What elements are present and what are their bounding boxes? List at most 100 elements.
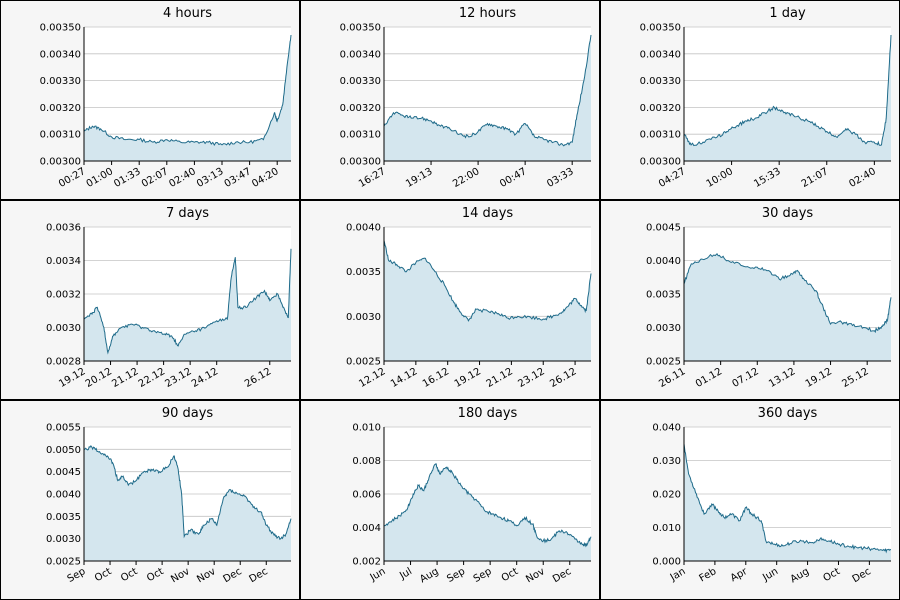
y-tick-label: 0.020 xyxy=(652,490,681,501)
x-tick-label: Aug xyxy=(418,566,440,585)
x-tick-label: 10:00 xyxy=(705,166,735,190)
series-line xyxy=(683,443,891,554)
y-tick-label: 0.006 xyxy=(352,490,381,501)
x-tick-label: 24.12 xyxy=(190,366,220,390)
y-tick-label: 0.004 xyxy=(352,523,381,534)
y-tick-label: 0.0035 xyxy=(646,290,681,301)
y-tick-label: 0.0028 xyxy=(46,357,81,368)
series-area xyxy=(84,35,291,161)
y-tick-label: 0.00310 xyxy=(340,130,381,141)
x-tick-label: 04:27 xyxy=(657,166,687,190)
x-tick-label: 19.12 xyxy=(57,366,87,390)
series-line xyxy=(383,34,592,147)
x-tick-label: Nov xyxy=(195,566,217,585)
y-tick-label: 0.0035 xyxy=(346,267,381,278)
chart-panel: 0.0025 0.0030 0.0035 0.0040 0.0045 26.11 01.12… xyxy=(600,200,900,400)
chart-title: 14 days xyxy=(462,206,514,221)
chart-svg: 0.00300 0.00310 0.00320 0.00330 0.00340 0.003… xyxy=(40,6,292,190)
y-tick-label: 0.0030 xyxy=(346,312,381,323)
series-line xyxy=(683,34,892,147)
chart-panel: 0.000 0.010 0.020 0.030 0.040 Jan Feb Apr Jun Aug… xyxy=(600,400,900,600)
y-tick-label: 0.00300 xyxy=(640,157,681,168)
y-tick-label: 0.040 xyxy=(652,423,681,434)
chart-svg: 0.0025 0.0030 0.0035 0.0040 0.0045 26.11 01.12… xyxy=(646,206,892,390)
chart-title: 360 days xyxy=(758,406,818,421)
x-tick-label: 25.12 xyxy=(840,366,870,390)
x-tick-label: 16.12 xyxy=(421,366,451,390)
y-tick-label: 0.0036 xyxy=(46,223,81,234)
series-line xyxy=(83,445,292,541)
series-line xyxy=(83,34,292,146)
y-tick-label: 0.00330 xyxy=(640,76,681,87)
chart-title: 1 day xyxy=(769,6,806,21)
y-tick-label: 0.00340 xyxy=(640,49,681,60)
x-tick-label: 14.12 xyxy=(389,366,419,390)
chart-panel: 0.00300 0.00310 0.00320 0.00330 0.00340 0.003… xyxy=(0,0,300,200)
x-tick-label: Nov xyxy=(169,566,191,585)
x-tick-label: 19.12 xyxy=(804,366,834,390)
x-tick-label: 01.12 xyxy=(694,366,724,390)
y-tick-label: 0.0040 xyxy=(346,223,381,234)
x-tick-label: 00:47 xyxy=(498,166,528,190)
x-tick-label: Jan xyxy=(668,566,688,584)
y-tick-label: 0.00310 xyxy=(40,130,81,141)
chart-title: 180 days xyxy=(458,406,518,421)
x-tick-label: 26.11 xyxy=(657,366,687,390)
chart-title: 30 days xyxy=(762,206,814,221)
x-tick-label: 21.12 xyxy=(110,366,140,390)
y-tick-label: 0.0030 xyxy=(646,323,681,334)
y-tick-label: 0.00320 xyxy=(340,103,381,114)
x-tick-label: Sep xyxy=(66,566,88,585)
chart-svg: 0.002 0.004 0.006 0.008 0.010 Jun Jul Aug Sep Sep… xyxy=(352,406,592,585)
y-tick-label: 0.0034 xyxy=(46,256,81,267)
x-tick-label: 21:07 xyxy=(800,166,830,190)
series-area xyxy=(84,248,291,361)
y-tick-label: 0.008 xyxy=(352,456,381,467)
x-tick-label: 19:13 xyxy=(404,166,434,190)
chart-panel: 0.0028 0.0030 0.0032 0.0034 0.0036 19.12 20.12… xyxy=(0,200,300,400)
y-tick-label: 0.00330 xyxy=(40,76,81,87)
x-tick-label: Nov xyxy=(524,566,546,585)
y-tick-label: 0.0045 xyxy=(46,467,81,478)
series-area xyxy=(384,35,591,161)
y-tick-label: 0.00300 xyxy=(40,157,81,168)
series-area xyxy=(684,253,891,361)
chart-panel: 0.0025 0.0030 0.0035 0.0040 12.12 14.12 16.12 1… xyxy=(300,200,600,400)
series-area xyxy=(684,443,891,561)
y-tick-label: 0.0025 xyxy=(346,357,381,368)
x-tick-label: Dec xyxy=(851,566,873,585)
x-tick-label: 26.12 xyxy=(243,366,273,390)
x-tick-label: 23.12 xyxy=(163,366,193,390)
x-tick-label: Sep xyxy=(445,566,467,585)
y-tick-label: 0.0040 xyxy=(46,490,81,501)
y-tick-label: 0.00350 xyxy=(40,23,81,34)
y-tick-label: 0.0032 xyxy=(46,290,81,301)
x-tick-label: 00:27 xyxy=(57,166,87,190)
y-tick-label: 0.0030 xyxy=(46,323,81,334)
x-tick-label: 03:33 xyxy=(545,166,575,190)
x-tick-label: Jun xyxy=(368,566,388,584)
x-tick-label: Dec xyxy=(247,566,269,585)
chart-panel: 0.002 0.004 0.006 0.008 0.010 Jun Jul Aug Sep Sep… xyxy=(300,400,600,600)
chart-panel: 0.0025 0.0030 0.0035 0.0040 0.0045 0.0050 0.00… xyxy=(0,400,300,600)
y-tick-label: 0.00310 xyxy=(640,130,681,141)
chart-svg: 0.00300 0.00310 0.00320 0.00330 0.00340 0.003… xyxy=(640,6,892,190)
x-tick-label: 02:40 xyxy=(847,166,877,190)
x-tick-label: Oct xyxy=(821,566,842,584)
x-tick-label: Oct xyxy=(500,566,521,584)
x-tick-label: Dec xyxy=(221,566,243,585)
y-tick-label: 0.030 xyxy=(652,456,681,467)
y-tick-label: 0.010 xyxy=(652,523,681,534)
x-tick-label: 01:33 xyxy=(112,166,142,190)
x-tick-label: 23.12 xyxy=(516,366,546,390)
series-area xyxy=(684,35,891,161)
series-line xyxy=(83,248,292,355)
x-tick-label: 20.12 xyxy=(84,366,114,390)
y-tick-label: 0.00330 xyxy=(340,76,381,87)
y-tick-label: 0.010 xyxy=(352,423,381,434)
y-tick-label: 0.000 xyxy=(652,557,681,568)
x-tick-label: 02:07 xyxy=(140,166,170,190)
x-tick-label: 15:33 xyxy=(752,166,782,190)
chart-title: 12 hours xyxy=(459,6,516,21)
chart-title: 90 days xyxy=(162,406,214,421)
